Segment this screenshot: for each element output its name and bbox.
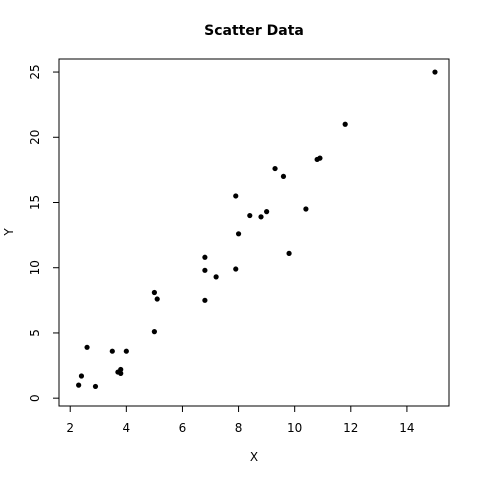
x-tick-label: 12	[343, 421, 358, 435]
scatter-point	[432, 69, 438, 75]
scatter-point	[303, 206, 309, 212]
y-tick-label: 10	[28, 260, 42, 275]
scatter-point	[84, 344, 90, 350]
scatter-point	[78, 373, 85, 379]
x-axis: 2 4 6 8 10 12 14	[66, 406, 415, 435]
y-axis-label: Y	[2, 228, 16, 237]
scatter-point	[123, 348, 129, 354]
plot-frame	[58, 58, 450, 407]
scatter-point	[202, 267, 208, 273]
scatter-point	[118, 370, 124, 376]
x-tick-label: 8	[235, 421, 243, 435]
scatter-point	[202, 254, 208, 260]
scatter-point	[154, 296, 160, 302]
y-tick-label: 5	[28, 329, 42, 337]
scatter-point	[264, 209, 270, 215]
scatter-point	[118, 366, 124, 373]
scatter-point	[109, 348, 115, 354]
scatter-point	[213, 274, 219, 280]
chart-title: Scatter Data	[204, 23, 304, 39]
scatter-point	[92, 383, 99, 390]
x-tick-label: 2	[66, 421, 74, 435]
scatter-point	[151, 289, 157, 296]
scatter-point	[317, 155, 323, 161]
scatter-point	[202, 297, 208, 303]
x-tick-label: 4	[123, 421, 131, 435]
scatter-point	[151, 329, 157, 335]
x-tick-label: 10	[287, 421, 302, 435]
x-axis-label: X	[250, 450, 258, 464]
y-axis: 0 5 10 15 20 25	[28, 64, 59, 402]
y-tick-label: 0	[28, 394, 42, 402]
y-tick-label: 20	[28, 130, 42, 145]
scatter-point	[247, 212, 253, 219]
y-tick-label: 15	[28, 195, 42, 210]
y-tick-label: 25	[28, 64, 42, 79]
scatter-point	[258, 214, 264, 220]
x-tick-label: 6	[179, 421, 187, 435]
scatter-point	[342, 121, 348, 127]
scatter-point	[280, 173, 287, 180]
scatter-point	[233, 266, 239, 272]
scatter-point	[272, 165, 278, 172]
scatter-point	[233, 193, 239, 199]
x-tick-label: 14	[399, 421, 414, 435]
data-points	[76, 69, 438, 390]
scatter-point	[235, 231, 242, 237]
scatter-point	[76, 382, 82, 388]
scatter-point	[286, 250, 292, 256]
